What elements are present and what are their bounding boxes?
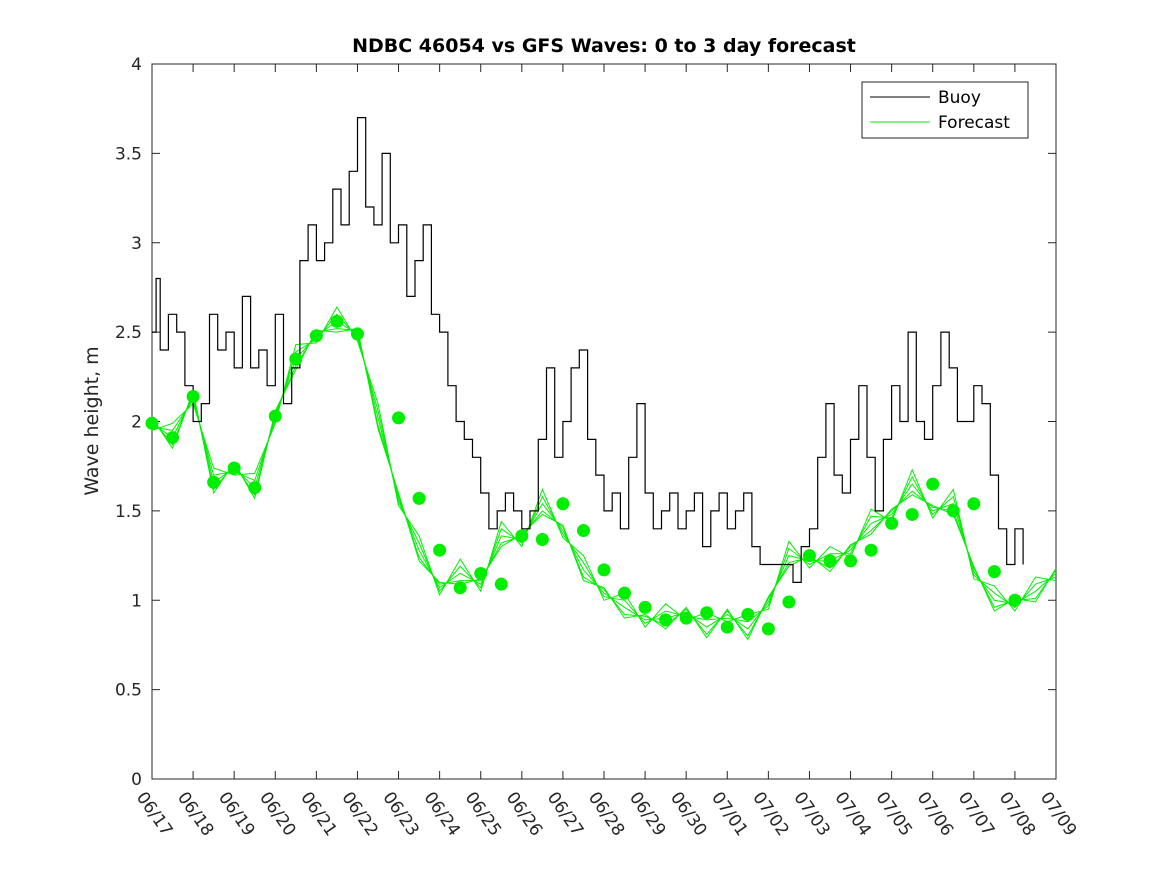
- forecast-marker: [782, 595, 796, 609]
- forecast-marker: [535, 532, 549, 546]
- x-tick-label: 06/24: [420, 788, 464, 840]
- x-tick-label: 07/08: [995, 788, 1039, 840]
- x-tick-label: 06/23: [378, 788, 422, 840]
- x-tick-label: 07/03: [789, 788, 833, 840]
- forecast-marker: [720, 620, 734, 634]
- forecast-marker: [392, 411, 406, 425]
- forecast-marker: [330, 314, 344, 328]
- forecast-marker: [207, 475, 221, 489]
- forecast-marker: [967, 497, 981, 511]
- y-ticks: 0 0.5 1 1.5 2 2.5 3 3.5 4: [115, 55, 1056, 790]
- x-tick-label: 07/07: [954, 788, 998, 840]
- forecast-marker: [145, 416, 159, 430]
- chart-title: NDBC 46054 vs GFS Waves: 0 to 3 day fore…: [352, 35, 856, 57]
- forecast-marker: [576, 524, 590, 538]
- x-tick-label: 06/27: [543, 788, 587, 840]
- forecast-marker: [802, 549, 816, 563]
- y-tick-label: 2.5: [115, 323, 142, 343]
- forecast-marker: [679, 611, 693, 625]
- legend-forecast-label: Forecast: [938, 113, 1010, 133]
- forecast-marker: [186, 389, 200, 403]
- forecast-series-line: [151, 328, 1057, 641]
- x-tick-label: 07/05: [872, 788, 916, 840]
- x-tick-label: 06/21: [296, 788, 340, 840]
- forecast-markers: [145, 314, 1022, 636]
- forecast-marker: [248, 481, 262, 495]
- x-tick-label: 06/22: [337, 788, 381, 840]
- y-tick-label: 0: [131, 770, 142, 790]
- forecast-marker: [659, 613, 673, 627]
- forecast-series-line: [151, 313, 1057, 625]
- x-tick-label: 06/28: [584, 788, 628, 840]
- plot-area: 00.511.522.533.54 06/1706/1806/1906/2006…: [115, 55, 1080, 840]
- forecast-marker: [700, 606, 714, 620]
- forecast-marker: [227, 461, 241, 475]
- legend: Buoy Forecast: [861, 81, 1029, 139]
- forecast-marker: [350, 327, 364, 341]
- buoy-line: [152, 117, 1024, 583]
- legend-buoy-label: Buoy: [938, 88, 981, 108]
- forecast-series-line: [151, 320, 1057, 630]
- forecast-marker: [289, 352, 303, 366]
- x-tick-label: 07/06: [913, 788, 957, 840]
- y-tick-label: 2: [131, 413, 142, 433]
- x-tick-label: 06/18: [173, 788, 217, 840]
- x-tick-label: 06/25: [461, 788, 505, 840]
- forecast-marker: [1008, 593, 1022, 607]
- forecast-series-line: [151, 328, 1057, 637]
- y-axis-label: Wave height, m: [81, 346, 103, 495]
- forecast-marker: [453, 581, 467, 595]
- forecast-marker: [474, 566, 488, 580]
- forecast-marker: [926, 477, 940, 491]
- forecast-marker: [597, 563, 611, 577]
- x-tick-label: 07/04: [830, 788, 874, 840]
- forecast-marker: [556, 497, 570, 511]
- x-tick-label: 06/26: [502, 788, 546, 840]
- x-tick-label: 07/01: [707, 788, 751, 840]
- forecast-marker: [987, 565, 1001, 579]
- forecast-marker: [761, 622, 775, 636]
- forecast-marker: [844, 554, 858, 568]
- x-tick-label: 06/29: [625, 788, 669, 840]
- forecast-marker: [823, 554, 837, 568]
- forecast-marker: [412, 491, 426, 505]
- y-tick-label: 1.5: [115, 502, 142, 522]
- forecast-marker: [946, 504, 960, 518]
- forecast-marker: [309, 329, 323, 343]
- forecast-marker: [515, 529, 529, 543]
- forecast-series-line: [151, 306, 1057, 628]
- forecast-lines: [151, 306, 1057, 641]
- forecast-marker: [433, 543, 447, 557]
- y-tick-label: 3.5: [115, 144, 142, 164]
- forecast-marker: [268, 409, 282, 423]
- forecast-marker: [638, 600, 652, 614]
- y-tick-label: 4: [131, 55, 142, 75]
- forecast-marker: [494, 577, 508, 591]
- x-tick-label: 07/09: [1036, 788, 1080, 840]
- forecast-marker: [864, 543, 878, 557]
- y-tick-label: 3: [131, 234, 142, 254]
- legend-box: [861, 81, 1029, 139]
- x-tick-label: 06/20: [255, 788, 299, 840]
- y-tick-label: 0.5: [115, 681, 142, 701]
- buoy-series-line: [152, 117, 1024, 583]
- x-tick-label: 06/19: [214, 788, 258, 840]
- x-tick-label: 06/30: [666, 788, 710, 840]
- forecast-marker: [618, 586, 632, 600]
- forecast-marker: [885, 516, 899, 530]
- y-tick-label: 1: [131, 591, 142, 611]
- x-tick-label: 07/02: [748, 788, 792, 840]
- forecast-marker: [166, 431, 180, 445]
- x-tick-label: 06/17: [132, 788, 176, 840]
- forecast-marker: [741, 608, 755, 622]
- forecast-marker: [905, 507, 919, 521]
